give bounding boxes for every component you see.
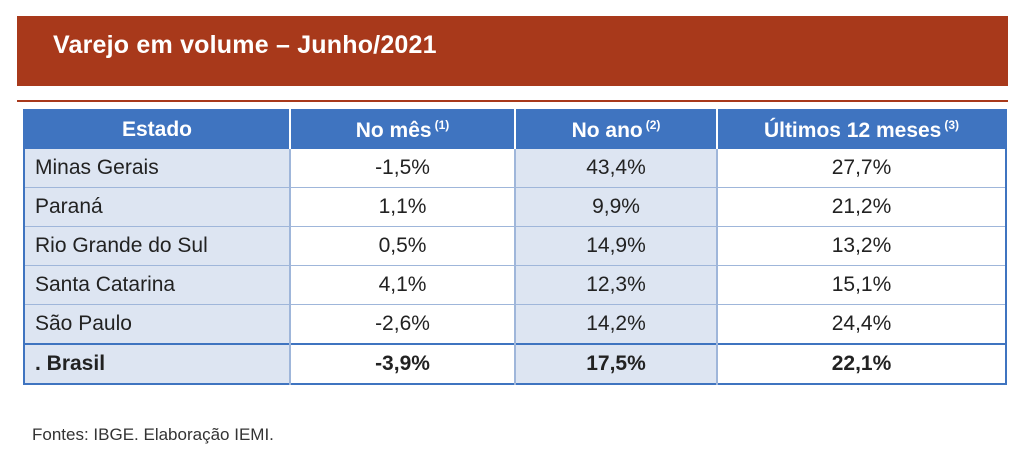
divider <box>17 100 1008 102</box>
cell-no-ano: 14,2% <box>515 304 718 345</box>
cell-no-ano: 12,3% <box>515 265 718 305</box>
cell-estado: Minas Gerais <box>24 149 291 188</box>
cell-estado: Rio Grande do Sul <box>24 226 291 266</box>
cell-no-mes: 4,1% <box>290 265 516 305</box>
cell-ultimos: 27,7% <box>717 149 1006 188</box>
footnote-marker: (2) <box>645 117 661 132</box>
footnote-marker: (1) <box>434 117 450 132</box>
cell-no-mes: 0,5% <box>290 226 516 266</box>
table-header-row: Estado No mês (1) No ano (2) Últimos 12 me… <box>24 110 1006 149</box>
table-total-row: . Brasil -3,9% 17,5% 22,1% <box>24 343 1006 384</box>
header-no-ano: No ano (2) <box>515 110 718 149</box>
cell-no-mes: -3,9% <box>290 343 516 384</box>
cell-ultimos: 13,2% <box>717 226 1006 266</box>
page-title: Varejo em volume – Junho/2021 <box>53 31 437 59</box>
cell-no-ano: 14,9% <box>515 226 718 266</box>
cell-no-ano: 17,5% <box>515 343 718 384</box>
title-banner: Varejo em volume – Junho/2021 <box>17 16 1008 86</box>
table-row: Rio Grande do Sul 0,5% 14,9% 13,2% <box>24 226 1006 266</box>
cell-ultimos: 15,1% <box>717 265 1006 305</box>
header-ultimos-12-meses: Últimos 12 meses (3) <box>717 110 1006 149</box>
cell-estado: . Brasil <box>24 343 291 384</box>
header-no-mes: No mês (1) <box>290 110 516 149</box>
retail-volume-table: Estado No mês (1) No ano (2) Últimos 12 me… <box>23 109 1007 385</box>
cell-ultimos: 21,2% <box>717 187 1006 227</box>
table-row: Minas Gerais -1,5% 43,4% 27,7% <box>24 149 1006 188</box>
cell-no-mes: -1,5% <box>290 149 516 188</box>
cell-ultimos: 24,4% <box>717 304 1006 345</box>
cell-ultimos: 22,1% <box>717 343 1006 384</box>
cell-estado: Santa Catarina <box>24 265 291 305</box>
table-row: Santa Catarina 4,1% 12,3% 15,1% <box>24 265 1006 305</box>
cell-no-ano: 43,4% <box>515 149 718 188</box>
table-row: Paraná 1,1% 9,9% 21,2% <box>24 187 1006 227</box>
footnote-marker: (3) <box>944 117 960 132</box>
table-row: São Paulo -2,6% 14,2% 24,4% <box>24 304 1006 345</box>
cell-no-mes: 1,1% <box>290 187 516 227</box>
cell-estado: São Paulo <box>24 304 291 345</box>
source-note: Fontes: IBGE. Elaboração IEMI. <box>32 425 274 444</box>
cell-estado: Paraná <box>24 187 291 227</box>
header-estado: Estado <box>24 110 291 149</box>
cell-no-ano: 9,9% <box>515 187 718 227</box>
cell-no-mes: -2,6% <box>290 304 516 345</box>
